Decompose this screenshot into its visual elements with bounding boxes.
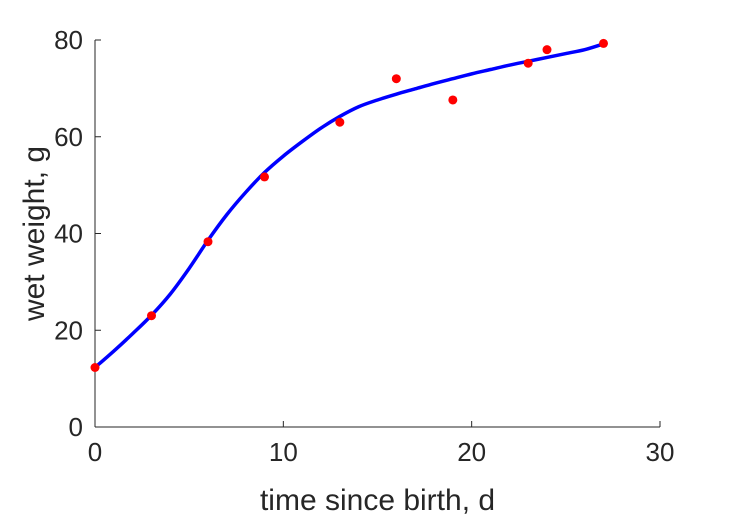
data-point	[147, 311, 156, 321]
data-point	[391, 74, 401, 84]
y-tick-label: 40	[54, 219, 83, 249]
y-axis-label: wet weight, g	[18, 146, 51, 322]
data-point	[203, 237, 213, 247]
x-axis-label: time since birth, d	[260, 484, 495, 517]
y-tick-label: 0	[69, 412, 83, 442]
axes	[94, 40, 660, 428]
series-layer	[90, 38, 608, 372]
x-tick-label: 30	[646, 437, 675, 467]
y-tick-label: 60	[54, 122, 83, 152]
data-point	[448, 95, 458, 105]
y-tick-label: 80	[54, 25, 83, 55]
y-ticks: 0 20 40 60 80	[54, 25, 101, 442]
x-tick-label: 20	[457, 437, 486, 467]
data-point	[90, 362, 100, 372]
data-point	[523, 58, 533, 68]
x-ticks: 0 10 20 30	[88, 421, 675, 467]
x-tick-label: 0	[88, 437, 102, 467]
data-point	[542, 45, 552, 55]
data-point	[335, 117, 345, 127]
y-tick-label: 20	[54, 315, 83, 345]
data-point	[599, 38, 608, 48]
x-tick-label: 10	[269, 437, 298, 467]
fit-line	[93, 42, 605, 369]
data-point	[260, 172, 269, 182]
